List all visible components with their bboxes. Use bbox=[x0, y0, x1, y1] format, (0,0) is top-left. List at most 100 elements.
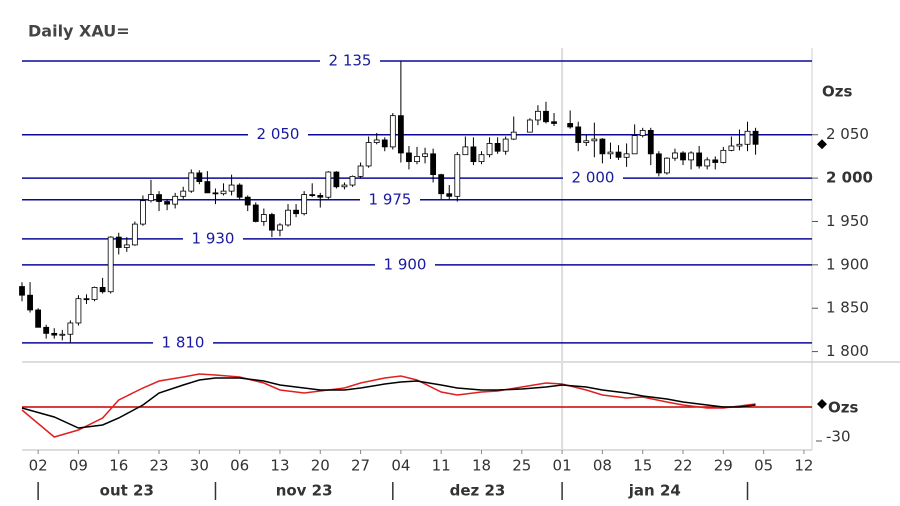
candle-body bbox=[220, 190, 227, 195]
candle-body bbox=[422, 153, 428, 157]
candle-body bbox=[712, 159, 719, 163]
y-tick-label: 2 000 bbox=[826, 169, 873, 187]
candle-body bbox=[373, 139, 380, 143]
candle-body bbox=[180, 190, 187, 197]
level-label-bg bbox=[248, 125, 308, 144]
candle-body bbox=[615, 151, 622, 158]
x-tick-label: 16 bbox=[109, 457, 128, 475]
candle-body bbox=[212, 192, 219, 195]
level-label: 2 000 bbox=[572, 169, 615, 187]
candle-body bbox=[301, 194, 308, 215]
candle-body bbox=[131, 223, 138, 246]
candle-body bbox=[293, 209, 299, 215]
candle-body bbox=[462, 146, 469, 156]
level-label-bg bbox=[375, 255, 435, 274]
candle-body bbox=[268, 214, 275, 231]
candle-body bbox=[228, 184, 235, 192]
y-tick-label: 1 850 bbox=[826, 299, 869, 317]
x-tick-label: 12 bbox=[794, 457, 813, 475]
candle-body bbox=[75, 298, 82, 324]
y2-unit: Ozs bbox=[828, 399, 858, 417]
candle-body bbox=[204, 181, 211, 194]
candle-body bbox=[156, 194, 162, 202]
x-tick-label: 22 bbox=[673, 457, 692, 475]
level-label: 2 050 bbox=[257, 125, 300, 143]
candle-body bbox=[333, 171, 340, 188]
candle-body bbox=[607, 151, 614, 155]
candle-body bbox=[51, 332, 58, 336]
candle-body bbox=[736, 143, 743, 147]
candle-body bbox=[277, 224, 283, 231]
candle-body bbox=[567, 123, 574, 128]
candle-body bbox=[365, 142, 372, 167]
y-unit: Ozs bbox=[822, 83, 852, 101]
candle-body bbox=[502, 138, 509, 152]
candle-body bbox=[575, 126, 582, 143]
candle-body bbox=[285, 209, 291, 226]
level-label-bg bbox=[183, 229, 243, 248]
candle-body bbox=[672, 152, 678, 159]
candle-body bbox=[486, 143, 493, 156]
y-tick-label: 1 800 bbox=[826, 342, 869, 360]
level-label-bg bbox=[320, 52, 380, 71]
candle-body bbox=[341, 184, 348, 188]
candle-body bbox=[107, 236, 114, 293]
candle-body bbox=[704, 159, 711, 167]
candle-body bbox=[397, 115, 404, 154]
candle-body bbox=[591, 138, 598, 142]
candle-body bbox=[599, 138, 606, 155]
candle-body bbox=[357, 165, 364, 177]
indicator-line bbox=[21, 377, 756, 429]
x-tick-label: 25 bbox=[512, 457, 531, 475]
level-label: 1 930 bbox=[192, 229, 235, 247]
x-tick-label: 18 bbox=[472, 457, 491, 475]
candle-body bbox=[196, 172, 203, 182]
y2-tick-label: -30 bbox=[826, 428, 851, 446]
x-tick-label: 13 bbox=[270, 457, 289, 475]
candle-body bbox=[728, 145, 735, 151]
candle-body bbox=[655, 153, 662, 174]
level-label: 1 810 bbox=[162, 333, 205, 351]
x-tick-label: 05 bbox=[754, 457, 773, 475]
candle-body bbox=[252, 204, 259, 222]
x-tick-label: 30 bbox=[190, 457, 209, 475]
candle-body bbox=[438, 174, 445, 195]
candle-body bbox=[317, 195, 324, 198]
last-value-marker bbox=[817, 139, 827, 150]
x-tick-label: 27 bbox=[351, 457, 370, 475]
candle-body bbox=[454, 154, 461, 197]
level-label: 2 135 bbox=[329, 52, 372, 70]
x-tick-label: 11 bbox=[432, 457, 451, 475]
x-tick-label: 09 bbox=[69, 457, 88, 475]
candle-body bbox=[470, 146, 477, 163]
candle-body bbox=[115, 236, 122, 248]
x-tick-label: 20 bbox=[311, 457, 330, 475]
candle-body bbox=[244, 196, 251, 206]
candle-body bbox=[494, 143, 501, 152]
candle-body bbox=[148, 194, 154, 202]
last-value-marker bbox=[817, 399, 827, 409]
candle-body bbox=[67, 322, 74, 335]
candle-body bbox=[19, 286, 25, 296]
candle-body bbox=[43, 326, 50, 334]
candle-body bbox=[27, 294, 33, 311]
candle-body bbox=[389, 115, 396, 148]
candle-body bbox=[478, 154, 485, 163]
candle-body bbox=[99, 287, 106, 293]
level-label: 1 975 bbox=[369, 190, 412, 208]
candle-body bbox=[260, 214, 267, 222]
candle-body bbox=[663, 157, 670, 174]
candle-body bbox=[510, 131, 517, 140]
x-tick-label: 02 bbox=[29, 457, 48, 475]
y-tick-label: 1 900 bbox=[826, 255, 869, 273]
candle-body bbox=[696, 152, 703, 167]
candle-body bbox=[623, 153, 630, 158]
candle-body bbox=[188, 172, 195, 192]
candle-body bbox=[720, 149, 727, 163]
candle-body bbox=[647, 130, 654, 155]
month-label: out 23 bbox=[100, 482, 154, 500]
level-label-bg bbox=[153, 333, 213, 352]
candle-body bbox=[381, 139, 388, 148]
candle-body bbox=[430, 153, 437, 176]
candle-body bbox=[583, 140, 590, 143]
